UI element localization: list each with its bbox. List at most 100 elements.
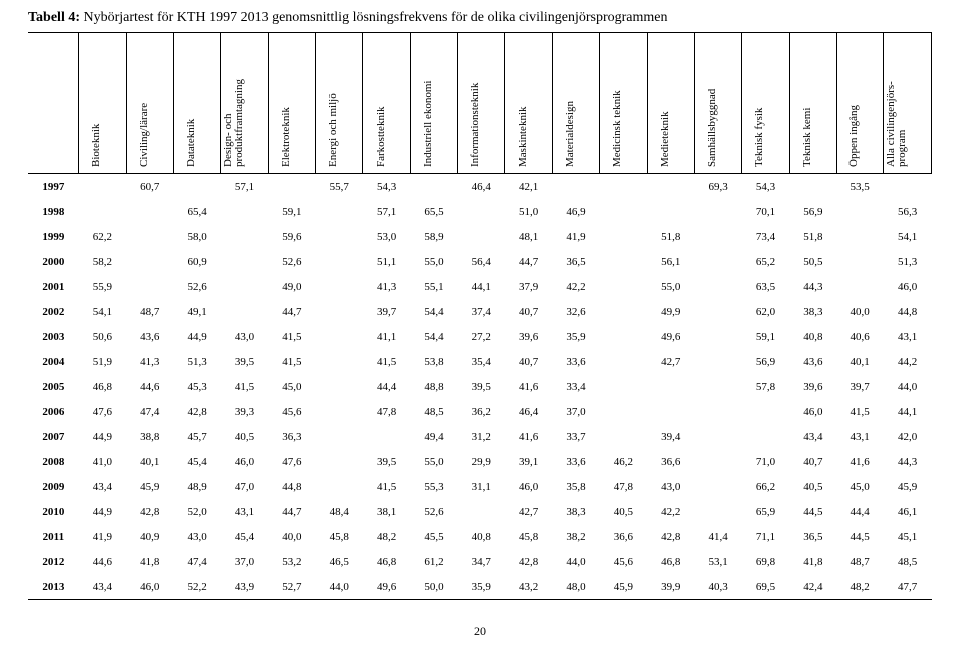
year-cell: 2012 (28, 549, 79, 574)
data-cell: 55,0 (410, 449, 457, 474)
data-cell: 42,8 (126, 499, 173, 524)
data-cell: 39,6 (789, 374, 836, 399)
data-cell: 51,0 (505, 199, 552, 224)
data-cell: 51,8 (647, 224, 694, 249)
data-cell: 38,8 (126, 424, 173, 449)
data-cell: 53,8 (410, 349, 457, 374)
data-cell (221, 224, 268, 249)
data-cell: 35,9 (458, 574, 505, 600)
year-cell: 2013 (28, 574, 79, 600)
data-cell: 39,5 (458, 374, 505, 399)
data-cell: 66,2 (742, 474, 789, 499)
data-cell: 48,0 (552, 574, 599, 600)
data-cell: 27,2 (458, 324, 505, 349)
data-cell: 38,3 (789, 299, 836, 324)
data-cell: 47,4 (173, 549, 220, 574)
data-cell: 47,7 (884, 574, 932, 600)
data-cell: 40,8 (789, 324, 836, 349)
year-cell: 2008 (28, 449, 79, 474)
data-cell: 43,6 (789, 349, 836, 374)
data-cell: 45,5 (410, 524, 457, 549)
column-header: Civiling/lärare (126, 33, 173, 174)
data-cell: 52,2 (173, 574, 220, 600)
data-cell (316, 224, 363, 249)
column-header: Industriell ekonomi (410, 33, 457, 174)
table-row: 200647,647,442,839,345,647,848,536,246,4… (28, 399, 932, 424)
data-cell: 45,1 (884, 524, 932, 549)
table-row: 201343,446,052,243,952,744,049,650,035,9… (28, 574, 932, 600)
data-cell: 62,2 (79, 224, 126, 249)
table-row: 199865,459,157,165,551,046,970,156,956,3 (28, 199, 932, 224)
data-cell (600, 299, 647, 324)
table-row: 200546,844,645,341,545,044,448,839,541,6… (28, 374, 932, 399)
data-cell: 46,4 (505, 399, 552, 424)
data-cell: 46,8 (647, 549, 694, 574)
data-cell: 37,4 (458, 299, 505, 324)
data-cell: 57,1 (221, 174, 268, 200)
column-header: Teknisk fysik (742, 33, 789, 174)
caption-label: Tabell 4: (28, 10, 80, 25)
data-cell: 46,0 (884, 274, 932, 299)
data-cell: 44,9 (173, 324, 220, 349)
data-cell (363, 424, 410, 449)
data-cell: 43,2 (505, 574, 552, 600)
column-label: Samhällsbyggnad (706, 89, 718, 167)
data-cell: 39,5 (363, 449, 410, 474)
data-cell (410, 174, 457, 200)
data-cell: 40,0 (837, 299, 884, 324)
data-cell (458, 199, 505, 224)
data-cell: 31,2 (458, 424, 505, 449)
data-cell: 54,1 (79, 299, 126, 324)
data-cell: 31,1 (458, 474, 505, 499)
column-label: Teknisk fysik (753, 108, 765, 167)
data-cell: 43,9 (221, 574, 268, 600)
data-cell: 35,4 (458, 349, 505, 374)
table-body: 199760,757,155,754,346,442,169,354,353,5… (28, 174, 932, 600)
data-cell: 60,9 (173, 249, 220, 274)
data-cell: 55,0 (647, 274, 694, 299)
data-cell: 47,0 (221, 474, 268, 499)
column-label: Industriell ekonomi (422, 81, 434, 167)
year-cell: 2011 (28, 524, 79, 549)
data-cell: 48,1 (505, 224, 552, 249)
data-cell: 41,5 (221, 374, 268, 399)
column-label: Maskinteknik (517, 107, 529, 168)
data-cell: 46,0 (126, 574, 173, 600)
data-cell: 70,1 (742, 199, 789, 224)
data-cell: 63,5 (742, 274, 789, 299)
data-cell: 69,8 (742, 549, 789, 574)
data-cell: 62,0 (742, 299, 789, 324)
data-cell: 59,1 (268, 199, 315, 224)
data-cell (126, 274, 173, 299)
data-cell: 56,1 (647, 249, 694, 274)
data-cell: 57,1 (363, 199, 410, 224)
data-cell: 53,1 (694, 549, 741, 574)
data-cell: 46,5 (316, 549, 363, 574)
data-cell: 46,1 (884, 499, 932, 524)
data-cell: 45,8 (505, 524, 552, 549)
column-label: Öppen ingång (848, 105, 860, 167)
table-row: 200058,260,952,651,155,056,444,736,556,1… (28, 249, 932, 274)
data-cell: 44,5 (789, 499, 836, 524)
data-cell: 48,7 (837, 549, 884, 574)
data-cell: 37,0 (221, 549, 268, 574)
data-cell: 39,6 (505, 324, 552, 349)
data-cell: 43,1 (221, 499, 268, 524)
data-cell: 45,9 (600, 574, 647, 600)
data-cell: 56,4 (458, 249, 505, 274)
column-label: Alla civilingenjörs-program (886, 81, 908, 167)
data-cell: 50,6 (79, 324, 126, 349)
data-cell: 71,1 (742, 524, 789, 549)
data-cell: 52,6 (173, 274, 220, 299)
data-cell: 41,9 (79, 524, 126, 549)
data-cell: 41,5 (363, 349, 410, 374)
data-cell (221, 249, 268, 274)
column-label: Civiling/lärare (138, 103, 150, 167)
page: Tabell 4: Nybörjartest för KTH 1997 2013… (0, 0, 960, 645)
data-cell: 52,7 (268, 574, 315, 600)
table-row: 200254,148,749,144,739,754,437,440,732,6… (28, 299, 932, 324)
year-cell: 2007 (28, 424, 79, 449)
data-cell: 45,0 (268, 374, 315, 399)
data-cell: 46,0 (789, 399, 836, 424)
data-cell (316, 299, 363, 324)
